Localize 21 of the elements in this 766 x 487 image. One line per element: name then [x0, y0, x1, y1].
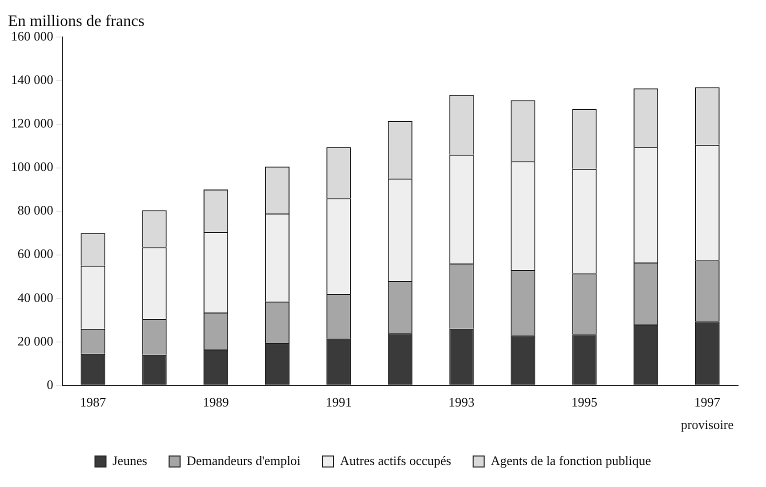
- legend-label: Demandeurs d'emploi: [186, 452, 301, 468]
- x-tick-label: 1995: [571, 394, 598, 410]
- y-tick-label: 60 000: [18, 246, 54, 262]
- y-tick-label: 140 000: [11, 72, 54, 88]
- y-tick-label: 0: [46, 376, 54, 392]
- y-tick-label: 20 000: [18, 333, 54, 348]
- x-tick-label: 1987: [80, 394, 106, 410]
- text: provisoire: [680, 416, 734, 432]
- y-tick-label: 100 000: [11, 159, 54, 174]
- x-tick-label: 1997: [694, 394, 721, 410]
- y-tick-label: 80 000: [18, 202, 54, 218]
- x-tick-label: 1991: [326, 394, 352, 410]
- y-tick-label: 160 000: [11, 28, 54, 44]
- x-tick-label: 1989: [202, 394, 229, 410]
- x-tick-label: 1993: [448, 394, 475, 410]
- legend-label: Agents de la fonction publique: [490, 452, 652, 468]
- y-tick-label: 40 000: [18, 290, 54, 305]
- y-tick-label: 120 000: [11, 116, 54, 131]
- legend-label: Jeunes: [112, 452, 148, 468]
- legend-label: Autres actifs occupés: [340, 452, 452, 468]
- chart-title: En millions de francs: [8, 12, 144, 30]
